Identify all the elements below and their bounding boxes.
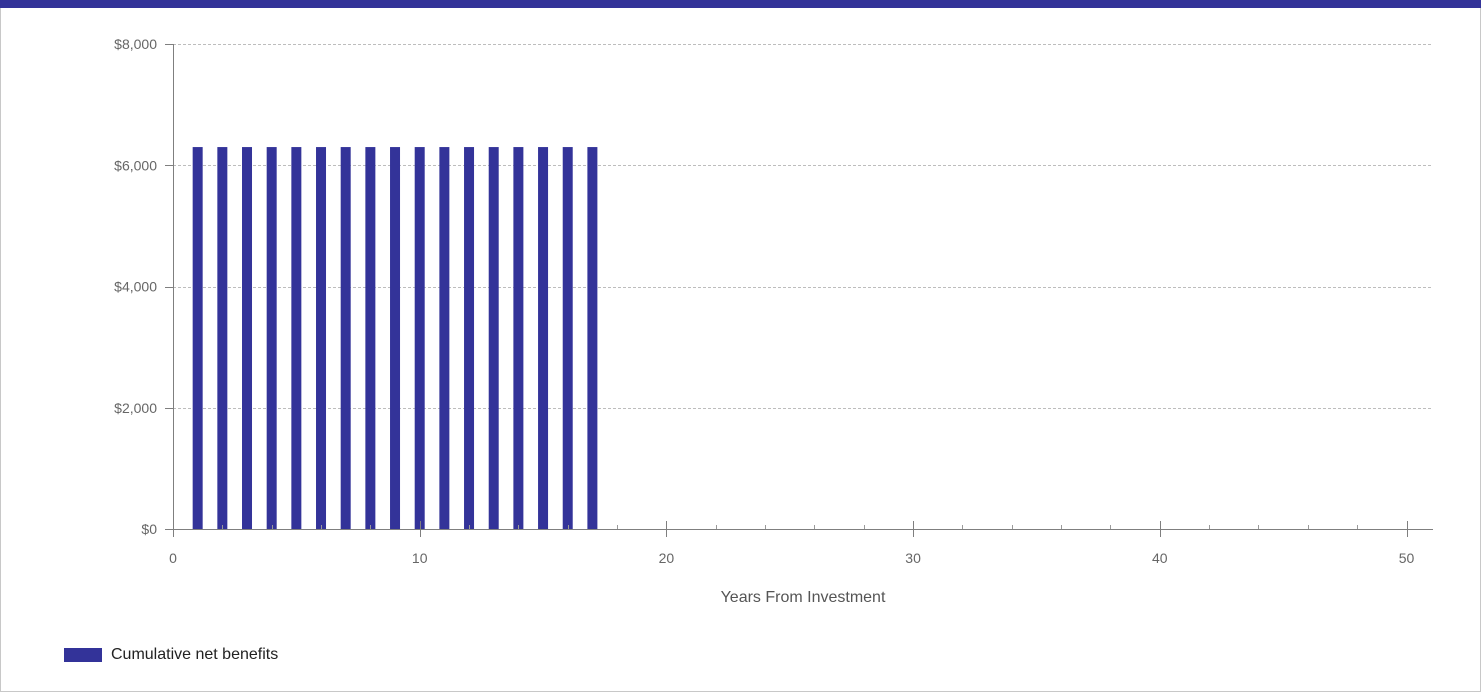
- bar-year-12: [464, 147, 475, 529]
- bar-year-16: [562, 147, 573, 529]
- legend-label: Cumulative net benefits: [111, 646, 279, 663]
- x-axis-title: Years From Investment: [721, 589, 886, 606]
- bar-year-13: [488, 147, 499, 529]
- x-tick-label-1: 10: [412, 550, 428, 566]
- bar-year-9: [390, 147, 401, 529]
- bar-year-2: [217, 147, 228, 529]
- bar-year-5: [291, 147, 302, 529]
- y-tick-label-2: $4,000: [114, 279, 157, 295]
- bar-year-11: [439, 147, 450, 529]
- bar-year-3: [242, 147, 253, 529]
- bar-year-10: [414, 147, 425, 529]
- gridlines: [173, 44, 1433, 409]
- x-tick-label-0: 0: [169, 550, 177, 566]
- bar-year-14: [513, 147, 524, 529]
- x-tick-label-4: 40: [1152, 550, 1168, 566]
- bar-year-1: [192, 147, 203, 529]
- bar-year-7: [340, 147, 351, 529]
- y-tick-label-1: $2,000: [114, 400, 157, 416]
- x-tick-label-3: 30: [905, 550, 921, 566]
- y-tick-label-3: $6,000: [114, 157, 157, 173]
- bar-year-15: [538, 147, 549, 529]
- y-tick-label-0: $0: [141, 521, 157, 537]
- top-accent-bar: [0, 0, 1481, 8]
- tick-labels: $0 $2,000 $4,000 $6,000 $8,000 0 10 20 30 40 50: [114, 36, 1414, 566]
- y-tick-label-4: $8,000: [114, 36, 157, 52]
- x-tick-label-2: 20: [659, 550, 675, 566]
- legend-swatch: [64, 648, 102, 662]
- bars: [192, 147, 598, 529]
- x-tick-label-5: 50: [1399, 550, 1415, 566]
- bar-year-4: [266, 147, 277, 529]
- bar-year-17: [587, 147, 598, 529]
- bar-year-6: [316, 147, 327, 529]
- axes: [165, 44, 1433, 537]
- bar-year-8: [365, 147, 376, 529]
- legend: Cumulative net benefits: [64, 645, 278, 665]
